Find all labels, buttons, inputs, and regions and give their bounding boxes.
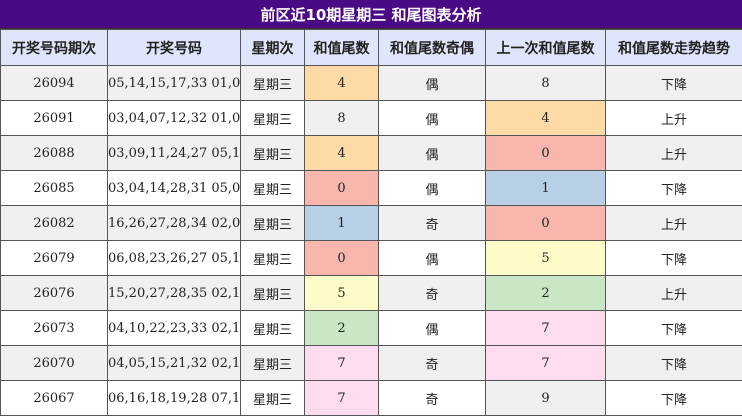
cell-tail: 5: [305, 276, 379, 311]
cell-numbers: 06,16,18,19,28 07,11: [108, 381, 241, 416]
page-title: 前区近10期星期三 和尾图表分析: [0, 0, 742, 29]
header-trend: 和值尾数走势趋势: [606, 30, 742, 66]
cell-trend: 下降: [606, 381, 742, 416]
cell-parity: 偶: [379, 136, 486, 171]
cell-numbers: 03,04,07,12,32 01,02: [108, 101, 241, 136]
cell-prev-tail: 7: [486, 346, 606, 381]
cell-prev-tail: 2: [486, 276, 606, 311]
cell-weekday: 星期三: [241, 381, 305, 416]
header-weekday: 星期次: [241, 30, 305, 66]
cell-trend: 上升: [606, 206, 742, 241]
cell-numbers: 05,14,15,17,33 01,07: [108, 66, 241, 101]
cell-numbers: 16,26,27,28,34 02,06: [108, 206, 241, 241]
cell-parity: 奇: [379, 276, 486, 311]
cell-prev-tail: 8: [486, 66, 606, 101]
cell-prev-tail: 4: [486, 101, 606, 136]
cell-numbers: 15,20,27,28,35 02,11: [108, 276, 241, 311]
cell-numbers: 06,08,23,26,27 05,12: [108, 241, 241, 276]
header-numbers: 开奖号码: [108, 30, 241, 66]
header-issue: 开奖号码期次: [1, 30, 108, 66]
cell-issue: 26070: [1, 346, 108, 381]
cell-issue: 26094: [1, 66, 108, 101]
cell-weekday: 星期三: [241, 136, 305, 171]
cell-trend: 下降: [606, 171, 742, 206]
cell-issue: 26082: [1, 206, 108, 241]
cell-issue: 26088: [1, 136, 108, 171]
cell-issue: 26073: [1, 311, 108, 346]
cell-prev-tail: 1: [486, 171, 606, 206]
cell-trend: 下降: [606, 66, 742, 101]
cell-weekday: 星期三: [241, 311, 305, 346]
cell-trend: 上升: [606, 136, 742, 171]
cell-trend: 下降: [606, 241, 742, 276]
cell-parity: 偶: [379, 241, 486, 276]
cell-prev-tail: 9: [486, 381, 606, 416]
cell-issue: 26076: [1, 276, 108, 311]
cell-prev-tail: 7: [486, 311, 606, 346]
cell-tail: 4: [305, 66, 379, 101]
cell-weekday: 星期三: [241, 346, 305, 381]
cell-tail: 8: [305, 101, 379, 136]
cell-issue: 26079: [1, 241, 108, 276]
cell-weekday: 星期三: [241, 276, 305, 311]
header-parity: 和值尾数奇偶: [379, 30, 486, 66]
cell-tail: 7: [305, 381, 379, 416]
tail-analysis-table: 开奖号码期次 开奖号码 星期次 和值尾数 和值尾数奇偶 上一次和值尾数 和值尾数…: [0, 29, 742, 416]
cell-parity: 偶: [379, 311, 486, 346]
cell-prev-tail: 0: [486, 206, 606, 241]
cell-trend: 上升: [606, 276, 742, 311]
cell-weekday: 星期三: [241, 241, 305, 276]
cell-tail: 2: [305, 311, 379, 346]
cell-trend: 下降: [606, 346, 742, 381]
cell-numbers: 04,05,15,21,32 02,11: [108, 346, 241, 381]
cell-parity: 偶: [379, 171, 486, 206]
cell-numbers: 04,10,22,23,33 02,12: [108, 311, 241, 346]
cell-parity: 奇: [379, 206, 486, 241]
cell-issue: 26067: [1, 381, 108, 416]
cell-numbers: 03,04,14,28,31 05,07: [108, 171, 241, 206]
header-tail: 和值尾数: [305, 30, 379, 66]
cell-trend: 上升: [606, 101, 742, 136]
cell-weekday: 星期三: [241, 206, 305, 241]
header-prev-tail: 上一次和值尾数: [486, 30, 606, 66]
cell-tail: 4: [305, 136, 379, 171]
cell-weekday: 星期三: [241, 171, 305, 206]
cell-weekday: 星期三: [241, 101, 305, 136]
cell-tail: 0: [305, 171, 379, 206]
cell-issue: 26085: [1, 171, 108, 206]
cell-issue: 26091: [1, 101, 108, 136]
cell-numbers: 03,09,11,24,27 05,11: [108, 136, 241, 171]
cell-tail: 7: [305, 346, 379, 381]
cell-parity: 奇: [379, 346, 486, 381]
cell-parity: 偶: [379, 101, 486, 136]
header-row: 开奖号码期次 开奖号码 星期次 和值尾数 和值尾数奇偶 上一次和值尾数 和值尾数…: [1, 30, 742, 66]
cell-weekday: 星期三: [241, 66, 305, 101]
cell-tail: 1: [305, 206, 379, 241]
cell-tail: 0: [305, 241, 379, 276]
cell-trend: 下降: [606, 311, 742, 346]
cell-prev-tail: 0: [486, 136, 606, 171]
cell-prev-tail: 5: [486, 241, 606, 276]
cell-parity: 偶: [379, 66, 486, 101]
cell-parity: 奇: [379, 381, 486, 416]
